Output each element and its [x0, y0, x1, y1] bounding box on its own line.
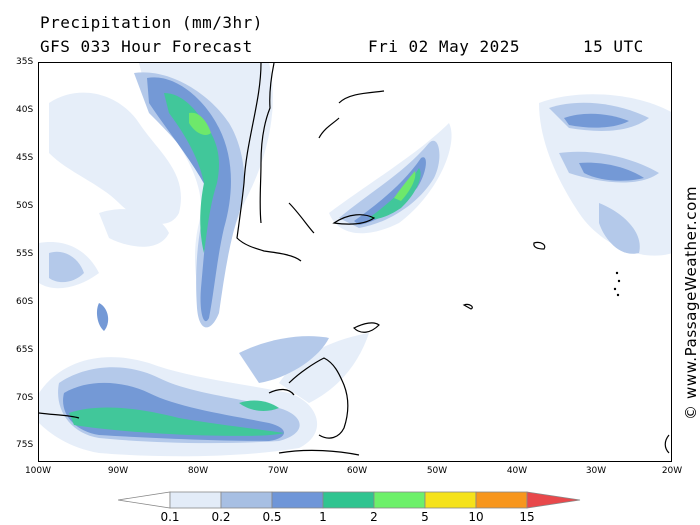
scale-label-7: 15: [519, 510, 535, 524]
lon-label-60w: 60W: [346, 466, 368, 476]
watermark-text: © www.PassageWeather.com: [682, 185, 700, 420]
scale-arrow-left: [118, 491, 171, 509]
map-title: Precipitation (mm/3hr): [40, 13, 263, 32]
scale-label-5: 5: [421, 510, 429, 524]
forecast-time: 15 UTC: [583, 37, 644, 56]
coastlines: [39, 63, 670, 456]
lat-label-35s: 35S: [16, 57, 34, 67]
precip-very-heavy-areas: [189, 112, 416, 201]
forecast-model: GFS 033 Hour Forecast: [40, 37, 253, 56]
lat-label-70s: 70S: [16, 393, 34, 403]
lat-label-50s: 50S: [16, 201, 34, 211]
lon-label-100w: 100W: [24, 466, 52, 476]
lat-label-40s: 40S: [16, 105, 34, 115]
scale-swatch-0: [169, 491, 222, 509]
lat-label-45s: 45S: [16, 153, 34, 163]
scale-arrow-right: [526, 491, 581, 509]
precipitation-map-canvas: [39, 63, 671, 457]
scale-swatch-3: [322, 491, 375, 509]
scale-label-0: 0.1: [160, 510, 180, 524]
lon-label-20w: 20W: [661, 466, 683, 476]
lat-label-65s: 65S: [16, 345, 34, 355]
scale-label-4: 2: [370, 510, 378, 524]
scale-swatch-2: [271, 491, 324, 509]
color-scale-bar: [118, 491, 581, 509]
scale-swatch-5: [424, 491, 477, 509]
scale-swatch-1: [220, 491, 273, 509]
lat-label-60s: 60S: [16, 297, 34, 307]
precipitation-map: [38, 62, 672, 462]
lat-label-75s: 75S: [16, 440, 34, 450]
scale-label-3: 1: [319, 510, 327, 524]
lat-label-55s: 55S: [16, 249, 34, 259]
scale-label-1: 0.2: [211, 510, 231, 524]
lon-label-40w: 40W: [506, 466, 528, 476]
lon-label-50w: 50W: [426, 466, 448, 476]
lon-label-80w: 80W: [187, 466, 209, 476]
lon-label-90w: 90W: [107, 466, 129, 476]
scale-label-6: 10: [468, 510, 484, 524]
scale-swatch-4: [373, 491, 426, 509]
forecast-date: Fri 02 May 2025: [368, 37, 520, 56]
scale-label-2: 0.5: [262, 510, 282, 524]
island-markers: [613, 271, 621, 297]
scale-swatch-6: [475, 491, 528, 509]
lon-label-30w: 30W: [585, 466, 607, 476]
lon-label-70w: 70W: [267, 466, 289, 476]
